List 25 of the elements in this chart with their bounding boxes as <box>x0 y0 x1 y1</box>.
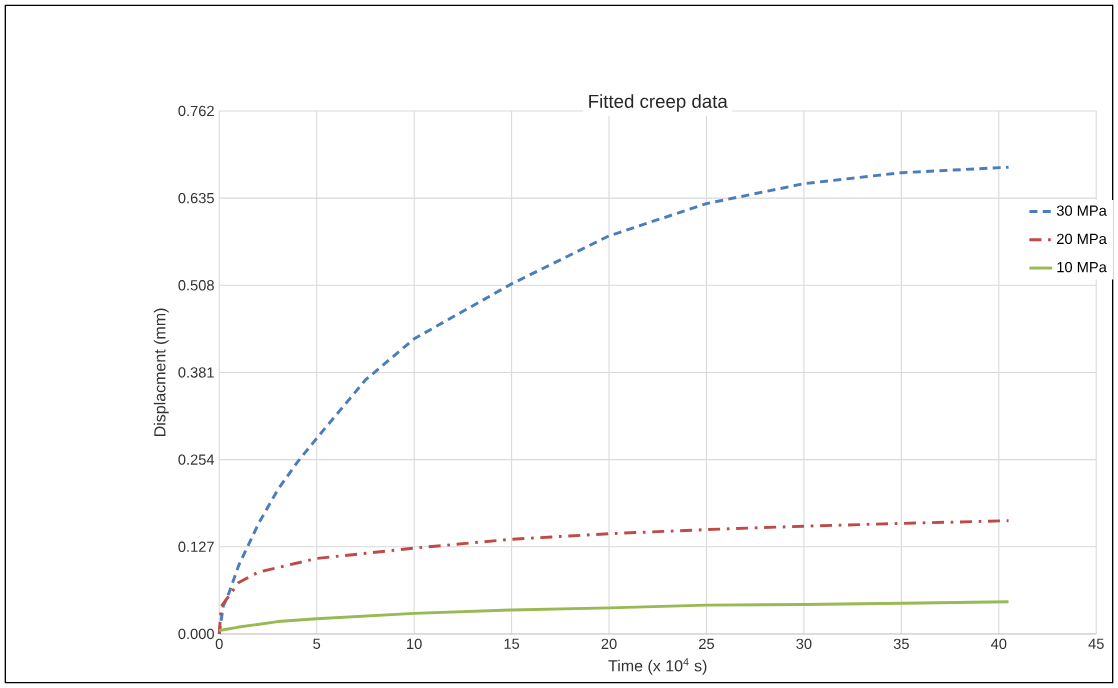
y-tick-label: 0.762 <box>178 105 214 117</box>
x-tick-label: 20 <box>601 638 617 650</box>
y-tick-label: 0.381 <box>178 367 214 378</box>
x-tick-label: 40 <box>990 638 1007 650</box>
x-axis-title: Time (x 10$^{4}$ s) <box>608 658 707 675</box>
y-tick-label: 0.254 <box>178 454 215 465</box>
legend-label: 30 MPa <box>1056 205 1107 216</box>
x-tick-label: 5 <box>313 638 321 649</box>
x-tick-label: 10 <box>407 638 422 650</box>
line-series <box>217 600 1011 632</box>
x-tick-label: 30 <box>796 638 812 650</box>
y-tick-label: 0.508 <box>178 280 214 291</box>
y-tick-label: 0.000 <box>178 628 214 640</box>
x-tick-label: 0 <box>215 638 223 650</box>
y-axis-title: Displacment (mm) <box>153 308 169 437</box>
legend-label: 20 MPa <box>1057 233 1107 245</box>
chart-title: Fitted creep data <box>589 94 728 112</box>
x-tick-label: 25 <box>699 638 714 650</box>
x-tick-label: 15 <box>504 638 520 649</box>
y-tick-label: 0.635 <box>178 192 214 204</box>
line-series <box>217 519 1011 636</box>
legend-label: 10 MPa <box>1057 261 1107 273</box>
x-tick-label: 45 <box>1088 638 1104 649</box>
y-tick-label: 0.127 <box>178 541 214 552</box>
x-tick-label: 35 <box>893 638 909 650</box>
